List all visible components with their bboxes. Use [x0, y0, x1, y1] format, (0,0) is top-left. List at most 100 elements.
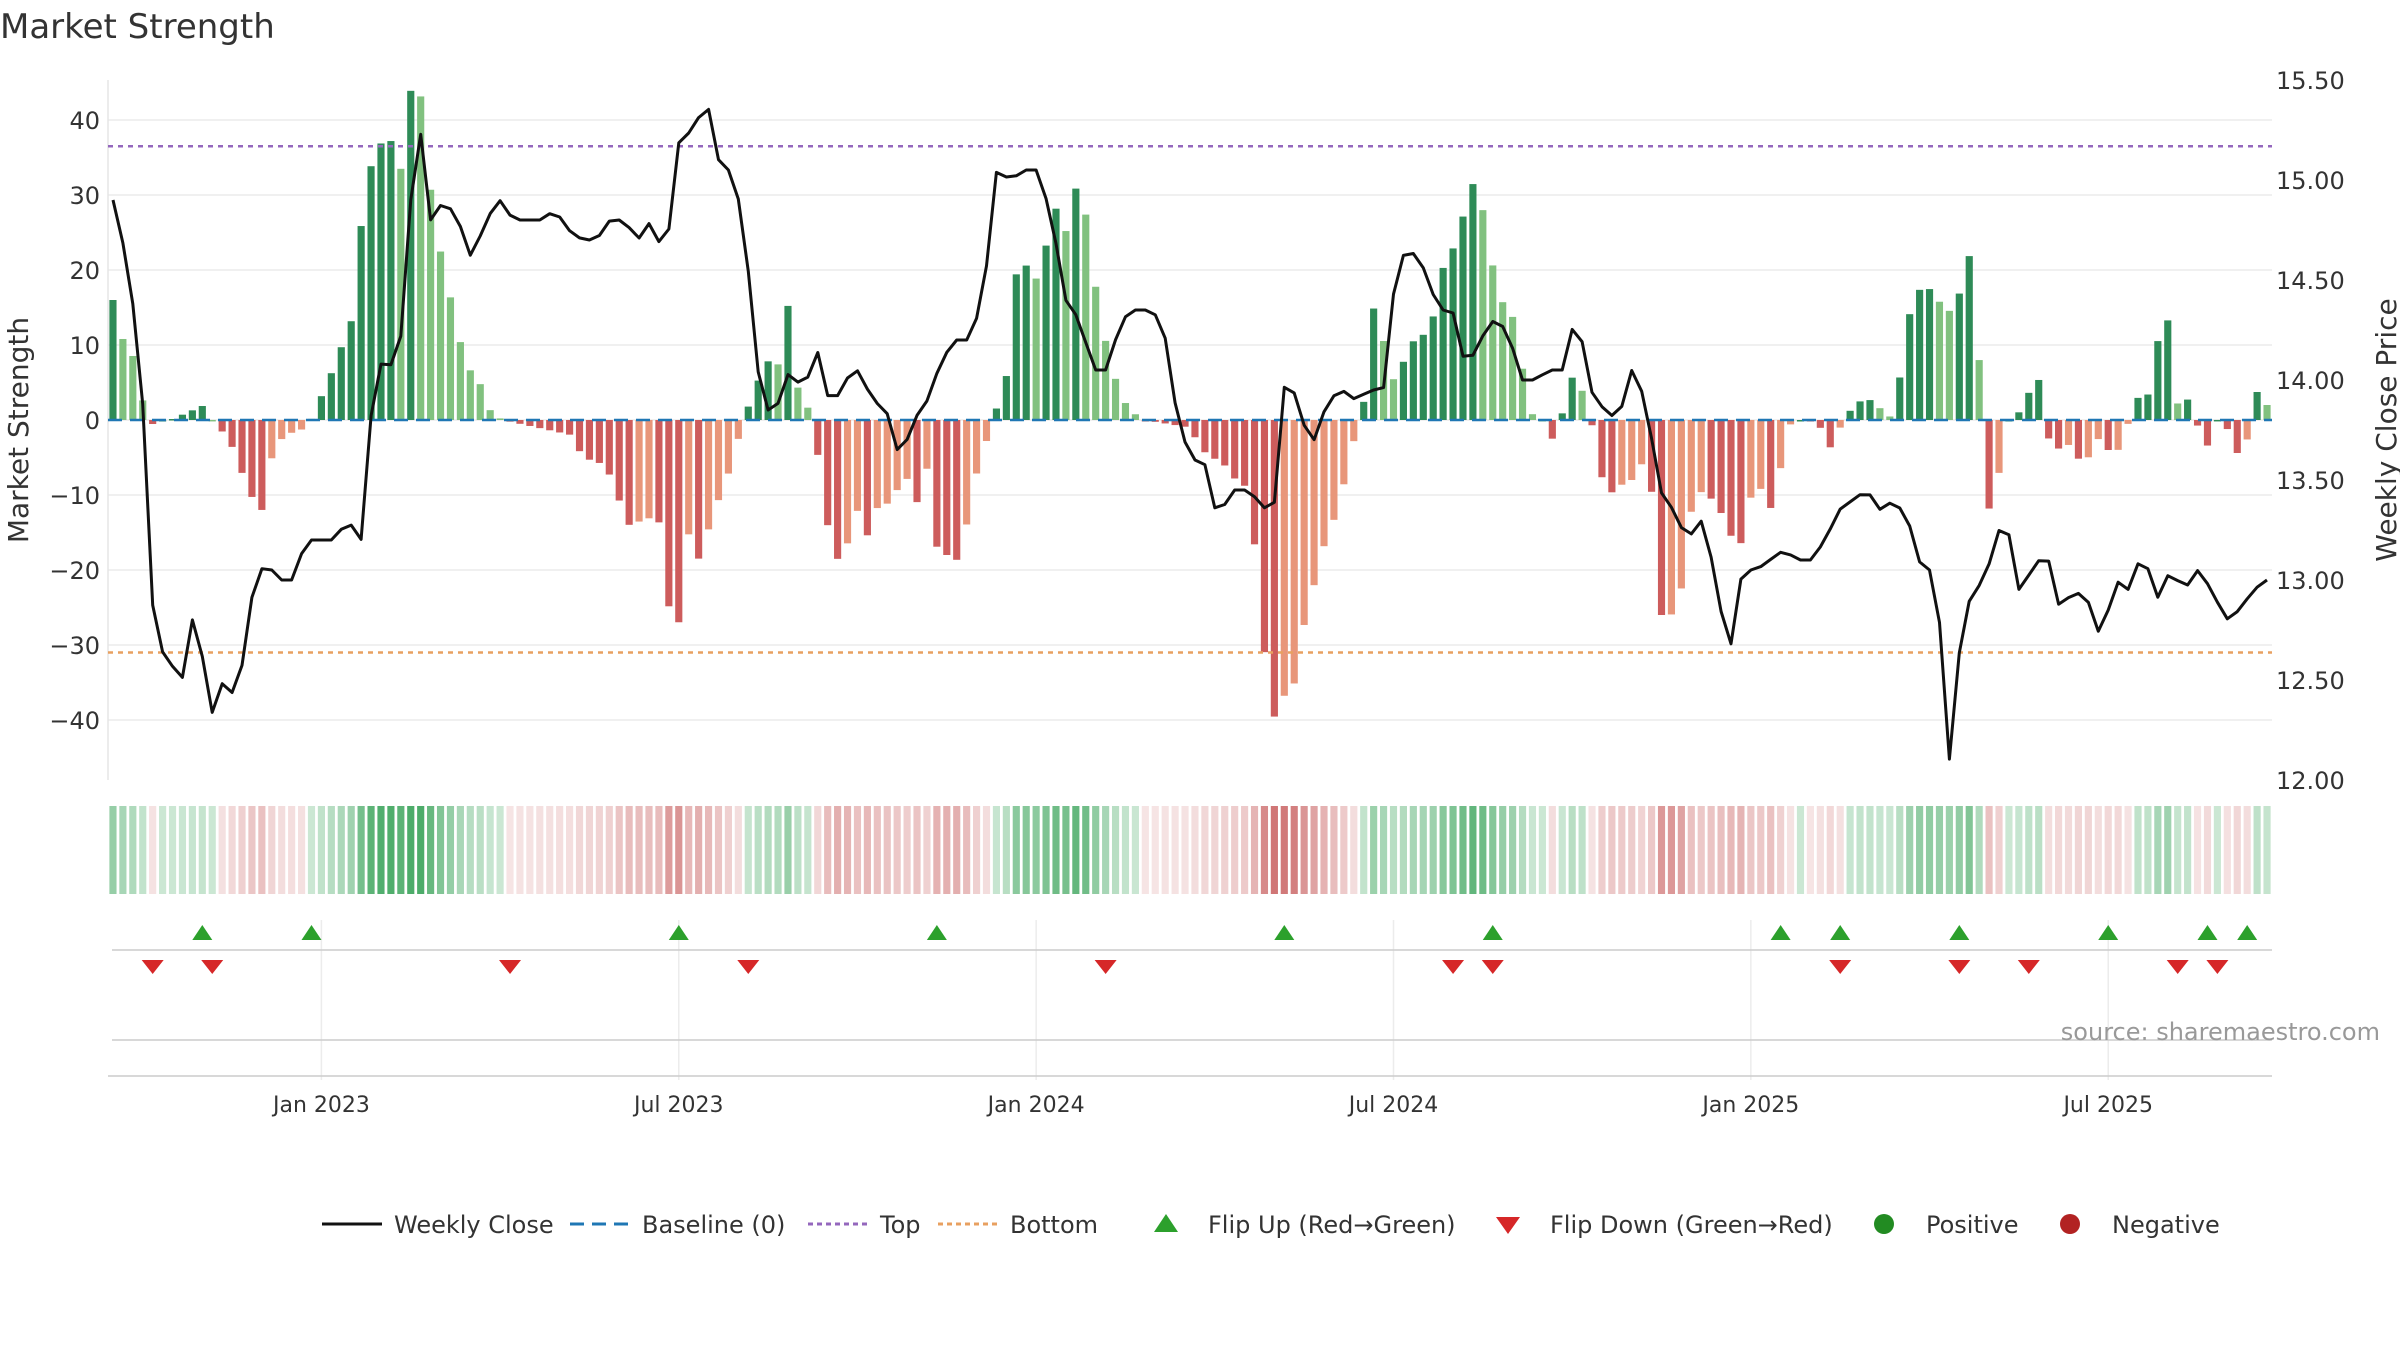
strip-cell	[1518, 806, 1527, 894]
strip-cell	[178, 806, 187, 894]
strip-cell	[1042, 806, 1050, 894]
strip-cell	[685, 806, 693, 894]
strength-bar	[1548, 420, 1556, 439]
strength-bar	[496, 418, 504, 420]
strip-cell	[824, 806, 832, 894]
strip-cell	[1826, 806, 1834, 894]
y-tick-label-left: −10	[49, 482, 100, 510]
strength-bar	[2134, 397, 2142, 420]
strength-bar	[228, 420, 236, 447]
strength-bar	[109, 300, 117, 420]
strength-bar	[1370, 308, 1378, 420]
strip-cell	[1439, 806, 1447, 894]
legend: Weekly Close Baseline (0) Top Bottom Flip Up…	[322, 1211, 2220, 1239]
strip-cell	[327, 806, 335, 894]
strength-bar	[2263, 405, 2271, 420]
strength-bar	[1221, 420, 1229, 466]
strip-cell	[456, 806, 464, 894]
strip-cell	[516, 806, 524, 894]
strength-bar	[427, 189, 435, 420]
strip-cell	[645, 806, 653, 894]
strip-cell	[1528, 806, 1537, 894]
strip-cell	[615, 806, 623, 894]
strip-cell	[2025, 806, 2033, 894]
strip-cell	[1935, 806, 1944, 894]
strength-bar	[1598, 420, 1606, 478]
strip-cell	[1012, 806, 1020, 894]
flip-up-marker	[1830, 925, 1851, 940]
strip-cell	[387, 806, 395, 894]
strip-cell	[2055, 806, 2063, 894]
strength-bar	[834, 420, 842, 559]
strip-cell	[982, 806, 991, 894]
flip-up-marker	[926, 925, 947, 940]
strength-bar	[2084, 420, 2092, 458]
strip-cell	[198, 806, 206, 894]
flip-up-marker	[192, 925, 213, 940]
strength-bar	[1022, 265, 1030, 420]
strip-cell	[1995, 806, 2003, 894]
strip-cell	[2015, 806, 2023, 894]
strength-bar	[1518, 368, 1527, 420]
strip-cell	[2193, 806, 2202, 894]
strength-bar	[1757, 420, 1765, 489]
strip-cell	[1806, 806, 1814, 894]
strength-bar	[357, 226, 365, 420]
strip-cell	[1509, 806, 1517, 894]
strength-bar	[1290, 420, 1298, 684]
strength-bar	[675, 420, 683, 623]
strength-bar	[377, 143, 385, 420]
strength-bar	[1886, 416, 1894, 420]
strength-bars	[109, 90, 2271, 717]
strength-bar	[1935, 301, 1944, 420]
strip-cell	[2045, 806, 2053, 894]
strip-cell	[149, 806, 157, 894]
strength-bar	[248, 420, 256, 497]
strip-cell	[536, 806, 544, 894]
flip-down-marker	[1094, 960, 1117, 974]
strip-cell	[1399, 806, 1407, 894]
strip-cell	[1320, 806, 1328, 894]
strip-cell	[1370, 806, 1378, 894]
strip-cell	[2084, 806, 2092, 894]
legend-swatch-flip-up	[1154, 1214, 1178, 1232]
strength-bar	[178, 414, 187, 420]
strip-cell	[1072, 806, 1080, 894]
strip-cell	[1360, 806, 1368, 894]
strip-cell	[397, 806, 405, 894]
strip-cell	[297, 806, 306, 894]
strip-cell	[1280, 806, 1288, 894]
strip-cell	[526, 806, 534, 894]
strength-bar	[923, 420, 931, 469]
flip-down-marker	[2017, 960, 2040, 974]
strength-bar	[1786, 420, 1795, 425]
strength-bar	[2243, 420, 2251, 440]
strip-cell	[1697, 806, 1705, 894]
strength-bar	[1677, 420, 1685, 589]
flip-down-marker	[2206, 960, 2229, 974]
strip-cell	[2094, 806, 2102, 894]
strip-cell	[2154, 806, 2162, 894]
strip-cell	[139, 806, 147, 894]
strength-bar	[1558, 413, 1566, 420]
strip-cell	[2124, 806, 2132, 894]
legend-label: Flip Down (Green→Red)	[1550, 1211, 1833, 1239]
strength-bar	[1191, 420, 1199, 438]
strip-cell	[1846, 806, 1854, 894]
strength-bar	[764, 361, 772, 420]
strength-bar	[446, 297, 455, 420]
strip-cell	[655, 806, 663, 894]
strip-cell	[2035, 806, 2043, 894]
strength-bar	[1767, 420, 1775, 508]
strip-cell	[2213, 806, 2221, 894]
strength-bar	[1389, 379, 1398, 420]
strength-bar	[149, 420, 157, 425]
y-axis-left: 40 30 20 10 0 −10 −20 −30 −40	[49, 107, 100, 735]
y-tick-label-right: 12.00	[2276, 767, 2345, 795]
strength-bar	[198, 406, 206, 420]
strength-bar	[1509, 316, 1517, 420]
strip-cell	[1191, 806, 1199, 894]
strength-bar	[873, 420, 881, 509]
strength-bar	[1042, 245, 1050, 420]
legend-swatch-flip-down	[1496, 1217, 1520, 1234]
